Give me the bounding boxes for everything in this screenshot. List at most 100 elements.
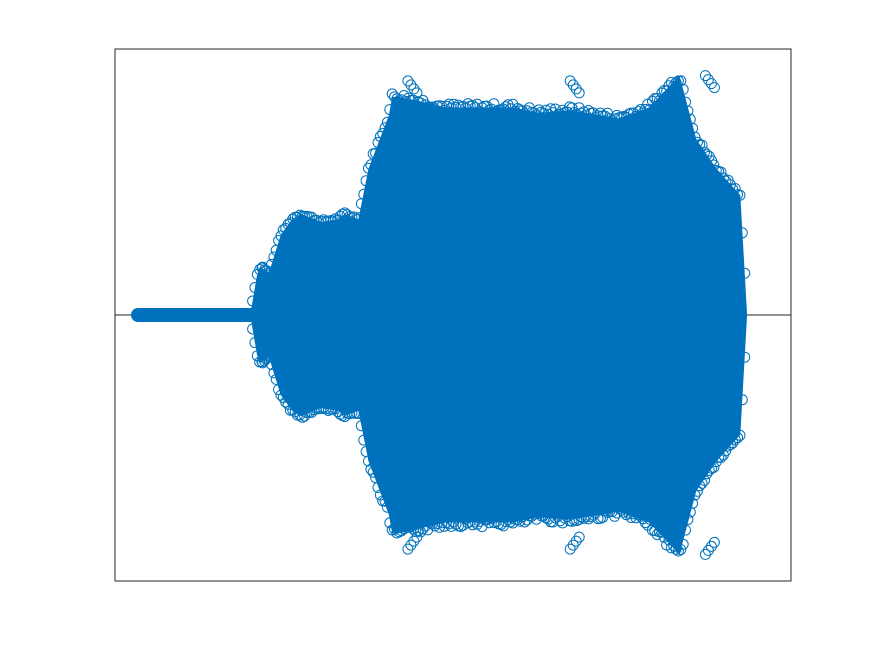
scatter-peak-point [266, 345, 278, 357]
scatter-point [360, 175, 372, 187]
scatter-point [599, 505, 611, 517]
scatter-point [384, 104, 396, 116]
scatter-peak-point [371, 406, 383, 418]
scatter-peak-point [371, 212, 383, 224]
scatter-point [247, 295, 259, 307]
scatter-point [736, 394, 748, 406]
scatter-point [732, 432, 744, 444]
scatter-point [353, 212, 365, 224]
scatter-point [379, 495, 391, 507]
scatter-peak-point [708, 82, 720, 94]
scatter-point [734, 189, 746, 201]
scatter-point [691, 485, 703, 497]
scatter-point [270, 373, 282, 385]
scatter-peak-point [266, 273, 278, 285]
scatter-point [348, 211, 360, 223]
scatter-point [739, 351, 751, 363]
scatter-peak-point [377, 398, 389, 410]
scatter-peak-point [570, 535, 582, 547]
scatter-point [639, 103, 651, 115]
scatter-point [630, 512, 642, 524]
scatter-point [249, 282, 261, 293]
scatter-point [677, 83, 689, 95]
scatter-peak-point [567, 539, 579, 551]
scatter-point [381, 116, 393, 128]
scatter-point [682, 105, 694, 117]
axes-frame [114, 48, 792, 582]
scatter-peak-point [570, 83, 582, 95]
scatter-point [736, 227, 748, 239]
scatter-point [249, 337, 261, 349]
scatter-point [268, 367, 280, 379]
scatter-peak-point [263, 349, 275, 361]
scatter-point [417, 523, 429, 535]
scatter-peak-point [708, 536, 720, 548]
scatter-peak-point [705, 78, 717, 90]
scatter-peak-point [260, 265, 272, 277]
scatter-point [687, 497, 699, 509]
scatter-point [268, 251, 280, 263]
scatter-point [436, 517, 448, 529]
scatter-peak-point [260, 353, 272, 365]
scatter-point [739, 267, 751, 279]
scatter-point [379, 122, 391, 134]
scatter-point [696, 477, 708, 489]
scatter-point [377, 127, 389, 139]
plot-area [115, 70, 791, 560]
scatter-point [450, 518, 462, 530]
scatter-point [566, 515, 578, 527]
scatter-point [663, 80, 675, 92]
scatter-point [299, 210, 311, 222]
scatter-point [644, 513, 656, 525]
scatter-peak-point [564, 75, 576, 87]
scatter-point [708, 461, 720, 473]
scatter-peak-point [374, 402, 386, 414]
scatter-peak-point [408, 535, 420, 547]
scatter-markers [130, 70, 751, 560]
scatter-peak-point [368, 410, 380, 422]
scatter-point [351, 214, 363, 225]
scatter-point [656, 526, 668, 538]
scatter-point [381, 501, 393, 513]
scatter-point [637, 107, 649, 119]
scatter-point [632, 106, 644, 118]
scatter-point [363, 455, 374, 467]
scatter-point [355, 420, 367, 432]
scatter-point [247, 323, 259, 335]
scatter-point [580, 510, 592, 522]
scatter-point [656, 87, 668, 99]
scatter-point [367, 466, 379, 478]
scatter-peak-point [405, 539, 417, 551]
scatter-peak-point [257, 357, 269, 369]
scatter-peak-point [368, 208, 380, 220]
scatter-point [372, 137, 384, 148]
scatter-point [400, 96, 412, 107]
scatter-point [696, 139, 708, 151]
scatter-point [372, 482, 384, 493]
scatter-peak-point [374, 216, 386, 228]
scatter-peak-point [564, 543, 576, 555]
scatter-point [602, 507, 613, 518]
scatter-peak-point [408, 83, 420, 95]
scatter-point [734, 429, 746, 441]
scatter-point [675, 75, 687, 87]
scatter-point [374, 131, 386, 142]
scatter-peak-point [402, 75, 414, 87]
scatter-peak-point [411, 87, 423, 99]
scatter-peak-point [405, 79, 417, 91]
scatter-point [426, 101, 438, 113]
scatter-point [675, 544, 687, 556]
scatter-point [353, 408, 365, 420]
scatter-point [535, 106, 547, 118]
scatter-point [573, 513, 585, 525]
scatter-point [315, 215, 327, 227]
scatter-point [403, 92, 415, 104]
scatter-point [500, 101, 512, 113]
scatter-point [670, 77, 682, 89]
scatter-peak-point [573, 87, 585, 99]
scatter-peak-point [705, 540, 717, 552]
scatter-point [715, 166, 727, 178]
scatter-point [521, 105, 533, 117]
scatter-point [680, 524, 691, 536]
scatter-peak-point [402, 543, 414, 555]
